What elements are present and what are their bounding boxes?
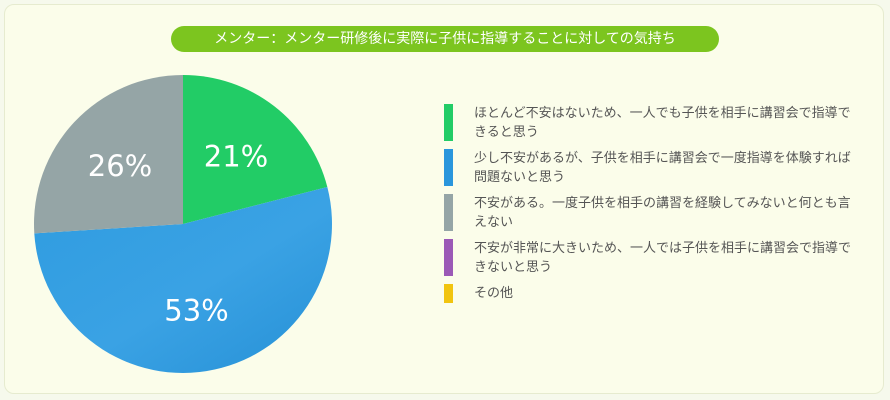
legend-label: 少し不安があるが、子供を相手に講習会で一度指導を体験すれば問題ないと思う — [474, 151, 851, 185]
legend-item: ほとんど不安はないため、一人でも子供を相手に講習会で指導できると思う — [444, 104, 864, 149]
legend-item: 少し不安があるが、子供を相手に講習会で一度指導を体験すれば問題ないと思う — [444, 149, 864, 194]
chart-title: メンター：メンター研修後に実際に子供に指導することに対しての気持ち — [171, 26, 719, 52]
pie-slice — [33, 75, 184, 234]
slice-value-label: 26% — [88, 149, 152, 183]
legend-label: 不安が非常に大きいため、一人では子供を相手に講習会で指導できないと思う — [474, 241, 852, 275]
pie-slice — [183, 75, 328, 224]
slice-value-label: 21% — [204, 140, 268, 174]
legend-label: ほとんど不安はないため、一人でも子供を相手に講習会で指導できると思う — [474, 106, 851, 140]
legend-label: 不安がある。一度子供を相手の講習を経験してみないと何とも言えない — [474, 196, 851, 230]
legend-item: その他 — [444, 284, 864, 314]
legend-swatch — [444, 149, 453, 186]
legend-item: 不安がある。一度子供を相手の講習を経験してみないと何とも言えない — [444, 194, 864, 239]
pie-slice — [34, 186, 332, 373]
legend-swatch — [444, 239, 453, 276]
legend-label: その他 — [474, 286, 514, 301]
legend-swatch — [444, 284, 453, 303]
legend-item: 不安が非常に大きいため、一人では子供を相手に講習会で指導できないと思う — [444, 239, 864, 284]
legend-swatch — [444, 104, 453, 141]
chart-legend: ほとんど不安はないため、一人でも子供を相手に講習会で指導できると思う 少し不安が… — [444, 104, 864, 314]
slice-value-label: 53% — [164, 293, 228, 327]
legend-swatch — [444, 194, 453, 231]
